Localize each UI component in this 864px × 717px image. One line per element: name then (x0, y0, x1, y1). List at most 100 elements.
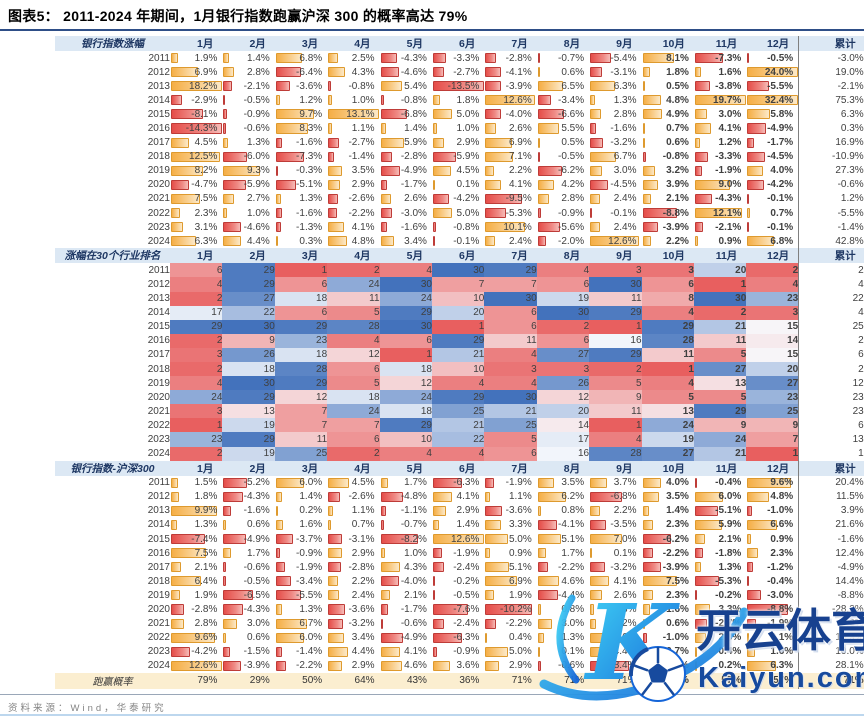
rank-cell: 2 (170, 291, 223, 306)
month-header: 8月 (536, 460, 590, 476)
rank-cell: 29 (431, 333, 485, 348)
value-cell: 2.9% (432, 504, 484, 518)
year-label: 2011 (148, 52, 170, 64)
rank-cell: 4 (431, 446, 485, 461)
data-bar (485, 534, 509, 545)
data-bar (590, 505, 601, 516)
value-cell: -1.0% (642, 631, 694, 645)
value-cell: -7.3% (275, 150, 327, 164)
rank-cell: 26 (536, 376, 590, 391)
value-cell: -2.6% (327, 192, 379, 206)
data-bar (485, 81, 501, 92)
value-cell: -4.9% (380, 631, 432, 645)
value-cell: 1.2% (275, 93, 327, 107)
value-cell: 1.4% (432, 518, 484, 532)
value-cell: 3.4% (380, 234, 432, 248)
rank-cell: 23 (274, 333, 328, 348)
data-bar (485, 618, 496, 629)
data-bar (223, 632, 227, 643)
rank-cell: 18 (379, 361, 432, 377)
value-cell: 4.1% (327, 220, 379, 234)
value-cell: 6.5% (537, 79, 589, 93)
value-cell: -0.6% (222, 121, 274, 135)
data-bar (694, 109, 707, 120)
value-cell: 9.3% (222, 164, 274, 178)
data-bar (432, 660, 450, 671)
data-bar (747, 477, 792, 488)
rank-cell: 4 (379, 446, 432, 461)
rank-cell: 7 (431, 277, 485, 292)
rank-cell: 10 (379, 432, 432, 447)
data-bar (642, 123, 646, 134)
value-cell: -4.2% (170, 645, 222, 659)
cumulative-cell: 12.4% (798, 546, 864, 561)
value-cell: 4.1% (432, 490, 484, 504)
value-cell: -5.5% (746, 79, 798, 93)
year-label: 2016 (147, 123, 170, 135)
rank-cell: 11 (327, 291, 380, 306)
cumulative-cell: 12 (798, 376, 864, 391)
data-bar (380, 618, 384, 629)
rank-cell: 30 (379, 277, 432, 292)
rank-cell: 30 (222, 376, 275, 391)
section-label: 银行指数-沪深300 (55, 460, 170, 476)
value-cell: -1.9% (746, 617, 798, 631)
value-cell: 2.3% (642, 588, 694, 602)
value-cell: 12.6% (589, 234, 641, 248)
data-bar (590, 67, 603, 78)
table-row: 2023 3.1% -4.6% -1.3% 4.1% -1.6% -0.8% 10.1% -5.… (55, 220, 864, 235)
data-bar (380, 491, 403, 502)
data-bar (642, 534, 672, 545)
table-row: 2022 1 19 7 7 29 21 25 14 1 24 9 9 6 (55, 418, 864, 433)
data-bar (642, 562, 661, 573)
rank-cell: 20 (693, 263, 747, 278)
value-cell: 1.6% (746, 645, 798, 659)
data-bar (694, 222, 704, 233)
value-cell: 2.9% (327, 546, 379, 560)
value-cell: -0.8% (642, 150, 694, 164)
month-header: 1月 (170, 36, 223, 51)
rank-cell: 9 (589, 390, 642, 405)
data-bar (380, 632, 404, 643)
value-cell: -1.5% (222, 645, 274, 659)
data-bar (275, 67, 301, 78)
table-row: 2011 6 29 1 2 4 30 29 4 3 3 20 2 2 (55, 263, 864, 278)
value-cell: 5.0% (432, 206, 484, 220)
data-bar (275, 123, 309, 134)
value-cell: -0.5% (432, 588, 484, 602)
data-bar (485, 505, 502, 516)
value-cell: -3.4% (537, 93, 589, 107)
value-cell: 4.6% (380, 659, 432, 673)
data-bar (485, 222, 525, 233)
data-bar (275, 576, 292, 587)
value-cell: -4.5% (746, 150, 798, 164)
month-header: 6月 (431, 36, 485, 51)
data-bar (328, 477, 349, 488)
value-cell: -1.6% (275, 136, 327, 150)
data-bar (171, 67, 198, 78)
year-label: 2013 (147, 80, 170, 92)
value-cell: 2.2% (484, 164, 536, 178)
rank-cell: 29 (379, 418, 432, 433)
value-cell: -6.4% (275, 65, 327, 79)
data-bar (380, 562, 401, 573)
rank-cell: 28 (274, 361, 328, 377)
value-cell: 9.7% (275, 107, 327, 121)
rank-cell: 11 (589, 404, 642, 419)
value-cell: 1.1% (327, 121, 379, 135)
rank-cell: 4 (170, 376, 223, 391)
value-cell: -4.3% (380, 51, 432, 65)
value-cell: 0.8% (537, 504, 589, 518)
rank-cell: 16 (536, 446, 590, 461)
table-row: 2018 2 18 28 6 18 10 3 3 2 1 27 20 2 (55, 361, 864, 377)
data-bar (328, 109, 379, 120)
value-cell: -1.2% (746, 560, 798, 574)
data-bar (432, 67, 444, 78)
value-cell: -1.7% (380, 178, 432, 192)
rank-cell: 4 (746, 277, 799, 292)
value-cell: 1.5% (170, 476, 222, 490)
year-label: 2019 (147, 377, 170, 389)
data-bar (432, 95, 440, 106)
value-cell: 2.4% (589, 192, 641, 206)
data-bar (380, 193, 391, 205)
